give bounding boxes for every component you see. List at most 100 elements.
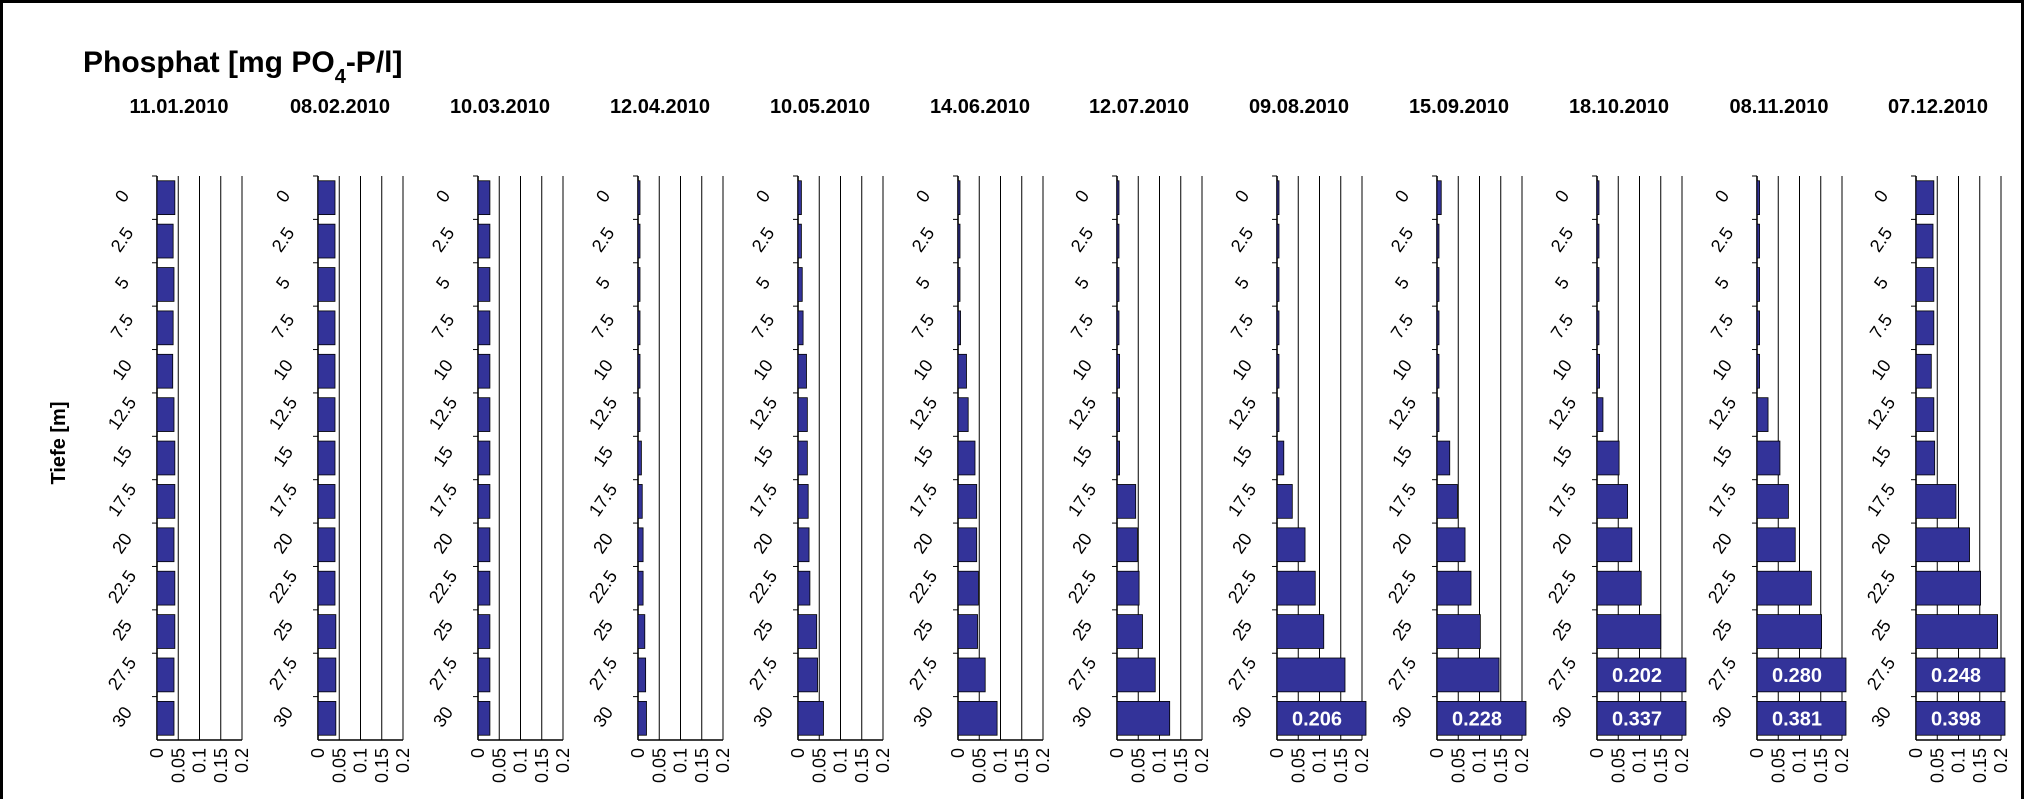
bar [637,614,646,649]
value-tick-label: 0.05 [649,748,669,783]
bar [1116,657,1156,693]
panel-08.02.2010: 08.02.2010 0 2.5 5 7.5 10 12.5 15 17.5 20 22.5 25 27… [265,96,413,783]
bar [1915,700,2006,736]
bar [156,527,175,563]
chart-title: Phosphat [mg PO4-P/l] [83,46,402,88]
bar [637,223,641,259]
depth-tick-label: 0 [1551,186,1573,206]
bar [1756,310,1760,346]
bar-value-label: 0.280 [1772,665,1822,687]
bar [1756,614,1822,649]
depth-tick-label: 2.5 [1227,224,1258,256]
panel-date-label: 08.02.2010 [290,96,390,118]
bar [1276,310,1280,346]
depth-tick-label: 2.5 [1866,224,1897,256]
bar [477,223,491,259]
value-tick-label: 0 [788,748,808,758]
depth-tick-label: 12.5 [905,393,941,433]
bar [1596,614,1662,649]
bar [1915,353,1932,389]
bar [1596,397,1604,432]
bar [317,440,336,476]
depth-tick-label: 27.5 [265,653,301,693]
depth-tick-label: 5 [432,273,454,293]
bar [477,353,491,389]
depth-tick-label: 17.5 [585,480,621,520]
bar [317,267,336,302]
bar [1276,484,1293,519]
panel-date-label: 11.01.2010 [130,96,229,118]
bar [1116,223,1120,259]
depth-tick-label: 10 [269,356,297,384]
depth-tick-label: 25 [1068,616,1096,644]
bar [637,700,647,736]
value-tick-label: 0.05 [1768,748,1788,783]
bar [1596,267,1600,302]
bar [957,310,961,346]
depth-tick-label: 15 [269,443,297,471]
value-tick-label: 0.15 [1331,748,1351,783]
depth-tick-label: 12.5 [585,393,621,433]
value-tick-label: 0.05 [1448,748,1468,783]
value-tick-label: 0.2 [1991,748,2011,773]
bar-value-label: 0.206 [1292,708,1342,730]
panel-date-label: 10.03.2010 [450,96,550,118]
depth-tick-label: 17.5 [1224,480,1260,520]
value-tick-label: 0 [1267,748,1287,758]
bar [1116,397,1120,432]
bar [1596,440,1620,476]
bar [477,310,491,346]
depth-tick-label: 22.5 [1064,567,1100,607]
depth-tick-label: 27.5 [425,653,461,693]
depth-tick-label: 10 [1228,356,1256,384]
depth-tick-label: 17.5 [265,480,301,520]
bar-value-label: 0.248 [1931,665,1981,687]
bar [477,700,491,736]
panel-11.01.2010: 11.01.2010 0 2.5 5 7.5 10 12.5 15 17.5 20 22.5 25 27… [104,96,252,783]
bar [1116,353,1120,389]
depth-tick-label: 15 [429,443,457,471]
bar [957,267,961,302]
bar [797,397,808,432]
bar [957,484,978,519]
value-tick-label: 0.1 [351,748,371,773]
depth-tick-label: 15 [1388,443,1416,471]
value-tick-label: 0.1 [831,748,851,773]
depth-tick-label: 25 [749,616,777,644]
depth-tick-label: 22.5 [1384,567,1420,607]
depth-tick-label: 5 [1711,273,1733,293]
bar [797,700,824,736]
depth-tick-label: 30 [269,703,297,731]
depth-tick-label: 17.5 [745,480,781,520]
depth-tick-label: 5 [111,273,133,293]
depth-tick-label: 7.5 [1866,310,1897,342]
depth-tick-label: 17.5 [1704,480,1740,520]
bar-value-label: 0.398 [1931,708,1981,730]
depth-tick-label: 5 [1551,273,1573,293]
bar [1756,267,1760,302]
value-tick-label: 0.1 [1150,748,1170,773]
value-tick-label: 0.05 [329,748,349,783]
bar [1756,440,1781,476]
bar [797,614,818,649]
depth-tick-label: 20 [108,529,136,557]
bar [317,657,337,693]
value-tick-label: 0 [147,748,167,758]
value-tick-label: 0.2 [1672,748,1692,773]
bar [797,310,804,346]
bar [1276,614,1325,649]
value-tick-label: 0 [1427,748,1447,758]
panel-date-label: 09.08.2010 [1249,96,1349,118]
bar-value-label: 0.202 [1612,665,1662,687]
bar [1596,484,1629,519]
depth-tick-label: 17.5 [104,480,140,520]
depth-tick-label: 17.5 [1064,480,1100,520]
bar [1116,180,1120,216]
depth-tick-label: 17.5 [1863,480,1899,520]
bar [1756,527,1796,563]
bar [1276,527,1306,563]
bar [957,353,967,389]
value-tick-label: 0.1 [1790,748,1810,773]
bar [1276,397,1280,432]
depth-tick-label: 7.5 [268,310,299,342]
